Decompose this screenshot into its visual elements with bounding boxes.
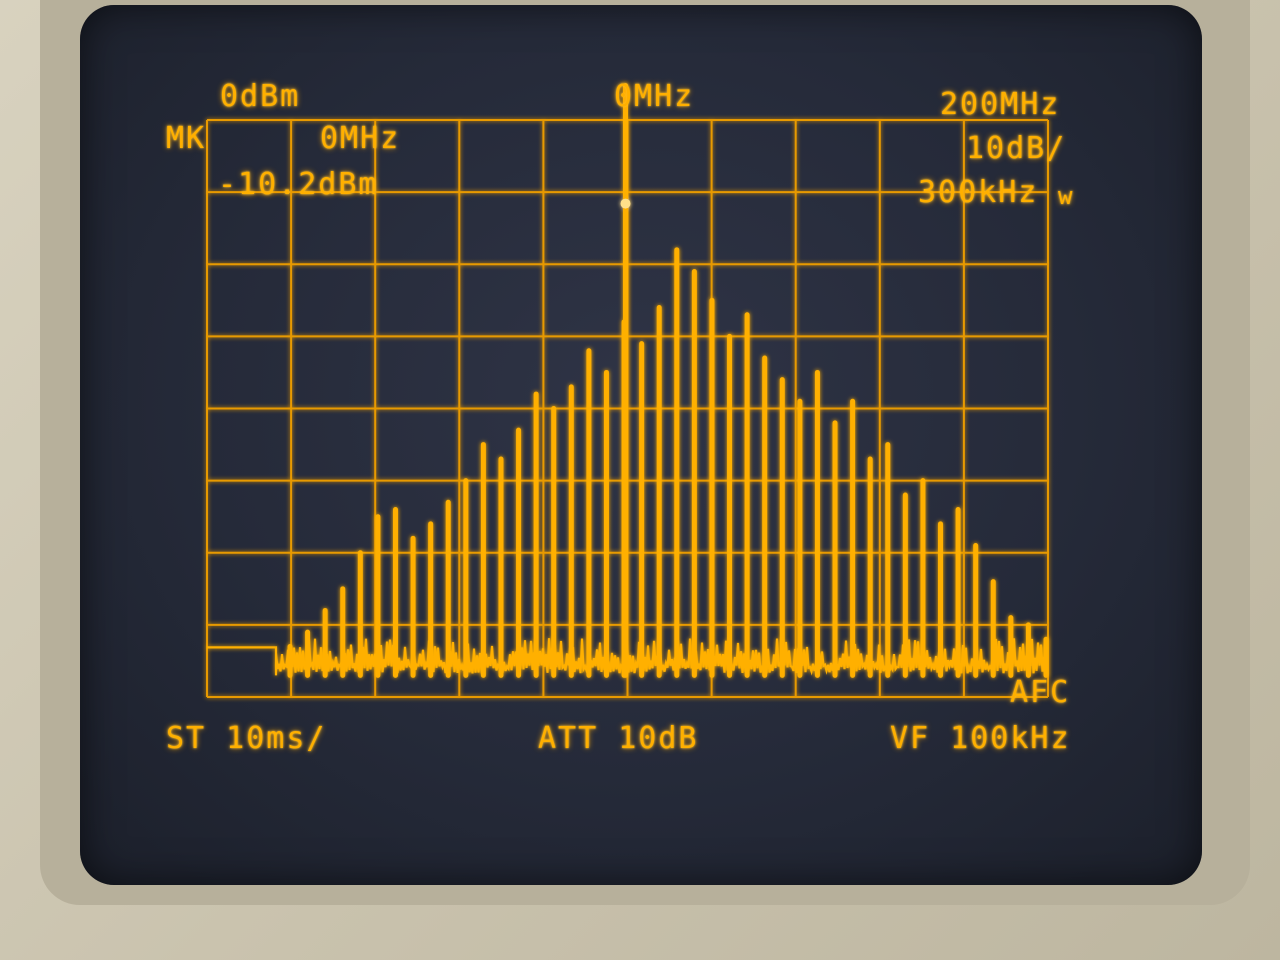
sweep-time: ST 10ms/ [166, 721, 327, 756]
center-frequency: 0MHz [614, 79, 695, 114]
rbw-suffix: w [1058, 182, 1075, 210]
frequency-span: 200MHz [940, 87, 1061, 122]
video-filter: VF 100kHz [890, 721, 1071, 756]
marker-label: MK [166, 121, 207, 156]
marker-level: -10.2dBm [218, 167, 379, 202]
marker-frequency: 0MHz [320, 121, 401, 156]
input-attenuation: ATT 10dB [538, 721, 699, 756]
marker-dot [620, 198, 631, 209]
vertical-scale: 10dB/ [966, 131, 1067, 166]
reference-level: 0dBm [220, 79, 301, 114]
spectrum-trace [207, 83, 1049, 678]
resolution-bandwidth: 300kHz [918, 175, 1039, 210]
afc-indicator: AFC [1010, 675, 1071, 710]
